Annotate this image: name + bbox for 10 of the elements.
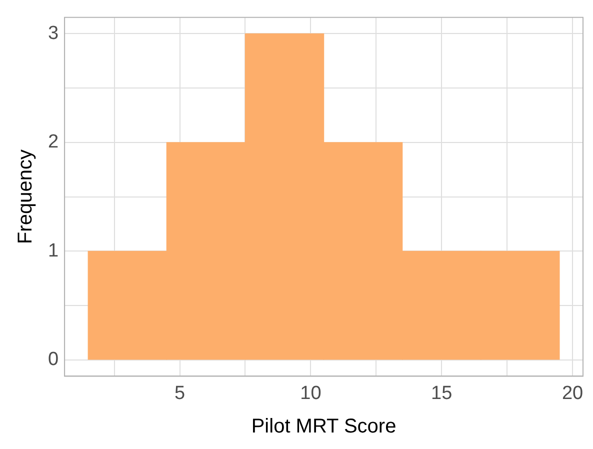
y-axis-title: Frequency — [14, 150, 37, 244]
x-axis-title: Pilot MRT Score — [251, 416, 396, 438]
x-tick-label: 10 — [300, 382, 322, 404]
x-tick-label: 5 — [174, 382, 186, 404]
y-tick-label: 0 — [48, 349, 59, 370]
y-tick-label: 2 — [48, 132, 59, 153]
x-tick-label: 20 — [562, 382, 584, 404]
x-tick-label: 15 — [431, 382, 452, 404]
y-tick-label: 1 — [48, 240, 59, 262]
y-tick-label: 3 — [48, 22, 59, 44]
